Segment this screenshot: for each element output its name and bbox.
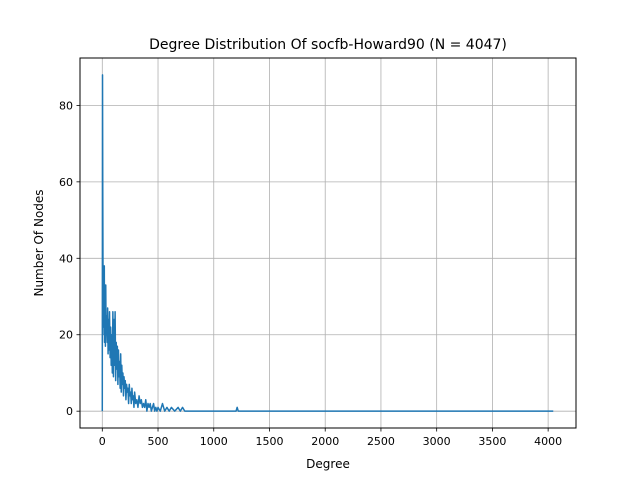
chart-title: Degree Distribution Of socfb-Howard90 (N… [149, 37, 507, 53]
x-tick-label: 2500 [367, 435, 395, 448]
x-tick-label: 0 [99, 435, 106, 448]
tick-layer: 0 500 1000 1500 2000 2500 3000 3500 4000 0 20 40 60 8… [59, 99, 562, 448]
y-tick-label: 0 [66, 405, 73, 418]
y-tick-label: 40 [59, 252, 73, 265]
y-tick-label: 20 [59, 329, 73, 342]
y-tick-label: 60 [59, 176, 73, 189]
x-tick-label: 4000 [534, 435, 562, 448]
series-layer [101, 74, 554, 412]
x-axis-label: Degree [306, 457, 350, 471]
x-tick-label: 2000 [311, 435, 339, 448]
x-tick-label: 3500 [478, 435, 506, 448]
plot-frame [79, 57, 577, 429]
x-tick-label: 1500 [255, 435, 283, 448]
degree-series-line [101, 74, 554, 412]
y-tick-label: 80 [59, 99, 73, 112]
x-tick-label: 3000 [423, 435, 451, 448]
plot-area [80, 58, 576, 428]
x-tick-label: 500 [148, 435, 169, 448]
x-tick-label: 1000 [200, 435, 228, 448]
y-axis-label: Number Of Nodes [32, 189, 46, 296]
